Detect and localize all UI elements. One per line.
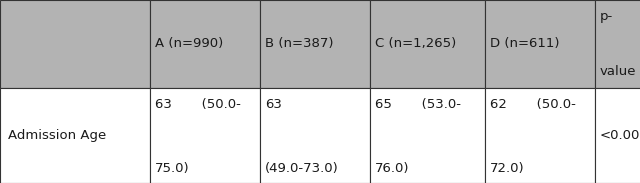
Text: 63       (50.0-: 63 (50.0- [155,98,241,111]
Text: 62       (50.0-: 62 (50.0- [490,98,576,111]
Bar [370,0,485,88]
Text: D (n=611): D (n=611) [490,38,559,51]
Bar [485,88,595,183]
Bar [150,0,260,88]
Bar [485,0,595,88]
Text: 65       (53.0-: 65 (53.0- [375,98,461,111]
Text: C (n=1,265): C (n=1,265) [375,38,456,51]
Text: 72.0): 72.0) [490,162,525,175]
Bar [0,88,150,183]
Bar [595,88,640,183]
Text: B (n=387): B (n=387) [265,38,333,51]
Bar [150,88,260,183]
Text: Admission Age: Admission Age [8,129,106,142]
Bar [370,88,485,183]
Text: 63: 63 [265,98,282,111]
Text: A (n=990): A (n=990) [155,38,223,51]
Text: p-: p- [600,10,613,23]
Bar [260,88,370,183]
Text: 76.0): 76.0) [375,162,410,175]
Bar [0,0,150,88]
Text: (49.0-73.0): (49.0-73.0) [265,162,339,175]
Bar [595,0,640,88]
Text: <0.001: <0.001 [600,129,640,142]
Text: 75.0): 75.0) [155,162,189,175]
Bar [260,0,370,88]
Text: value: value [600,65,637,78]
